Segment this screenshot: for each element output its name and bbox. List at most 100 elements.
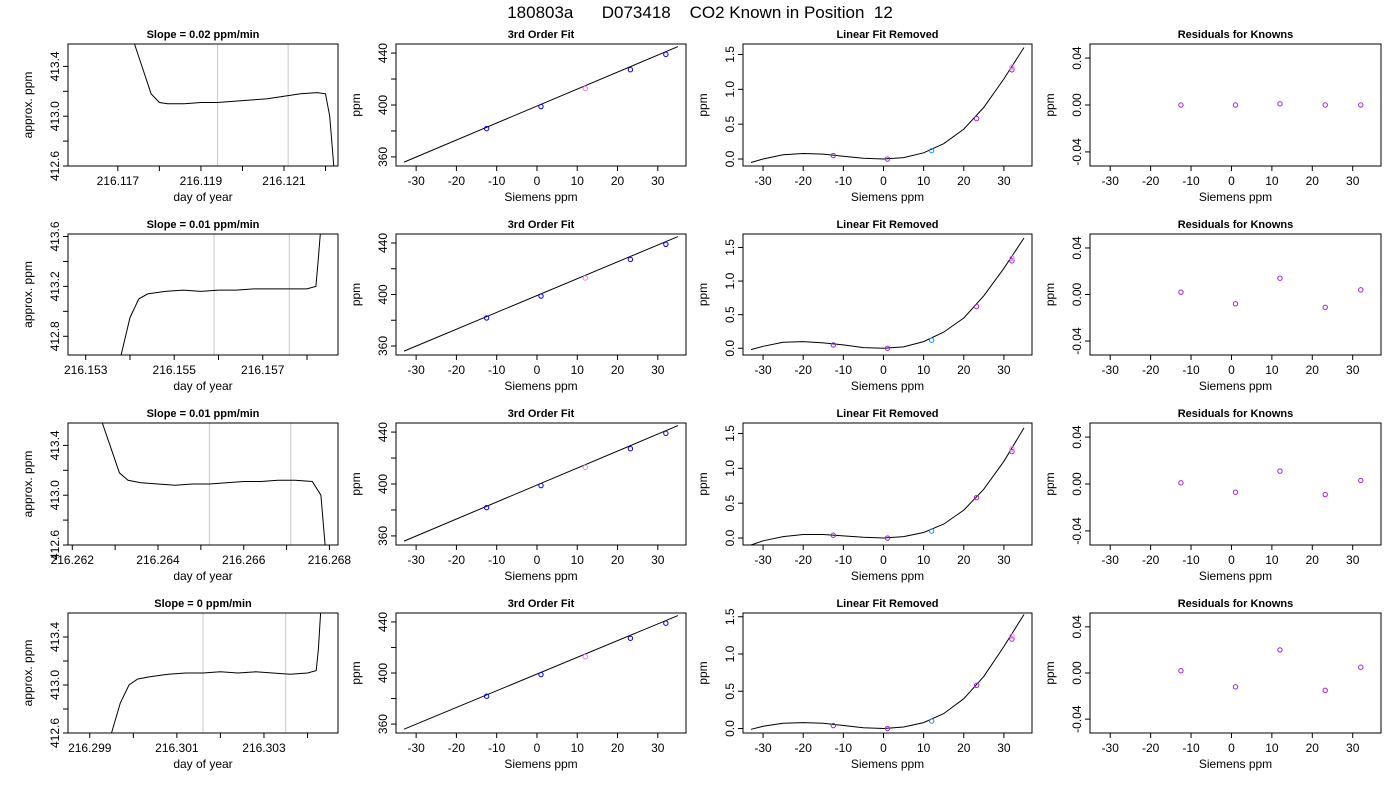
x-tick-label: 20 [1306, 174, 1320, 188]
x-tick-label: 10 [917, 363, 931, 377]
y-axis-label: approx. ppm [21, 261, 35, 328]
fit-curve [750, 427, 1025, 545]
data-point [1009, 64, 1015, 70]
x-tick-label: 0 [534, 363, 541, 377]
y-tick-label: 413.0 [48, 480, 62, 510]
data-point [582, 275, 589, 281]
y-tick-label: 1.0 [723, 460, 737, 477]
x-tick-label: -10 [835, 174, 853, 188]
data-point [1358, 102, 1364, 108]
x-tick-label: 20 [957, 553, 971, 567]
x-tick-label: 30 [651, 363, 665, 377]
data-point [1277, 101, 1283, 107]
y-tick-label: 0.0 [723, 150, 737, 167]
panel-title: 3rd Order Fit [508, 29, 575, 41]
x-tick-label: 216.117 [97, 174, 140, 188]
plot-area [101, 423, 326, 545]
series-line [101, 423, 326, 545]
fit-curve [750, 614, 1025, 730]
x-tick-label: -10 [1182, 174, 1200, 188]
x-axis-label: Siemens ppm [504, 757, 577, 771]
data-point [663, 51, 669, 58]
y-tick-label: 1.0 [723, 81, 737, 98]
panel-1-3: -30 -20 -10 0 10 20 30 0.0 0.5 1.0 1.5 Linear Fit R… [696, 29, 1033, 204]
data-point [928, 718, 935, 724]
x-tick-label: -20 [448, 741, 466, 755]
panel-title: 3rd Order Fit [508, 408, 575, 420]
data-point [627, 635, 634, 641]
y-tick-label: 412.6 [48, 151, 62, 181]
y-tick-label: 400 [376, 284, 390, 304]
x-tick-label: -30 [407, 363, 425, 377]
y-tick-label: 413.0 [48, 670, 62, 700]
x-tick-label: 0 [880, 553, 887, 567]
x-tick-label: 20 [957, 174, 971, 188]
y-tick-label: 1.0 [723, 272, 737, 289]
fit-curve [750, 47, 1025, 163]
plot-area [403, 425, 679, 542]
data-point [582, 464, 589, 471]
x-tick-label: 10 [1265, 741, 1279, 755]
x-tick-label: -30 [1102, 741, 1120, 755]
panel-3-4: -30 -20 -10 0 10 20 30 -0.04 0.00 0.04 Residuals f… [1043, 408, 1382, 583]
y-tick-label: -0.04 [1070, 138, 1084, 166]
y-tick-label: 0.04 [1070, 425, 1084, 449]
panel-title: Residuals for Knowns [1178, 598, 1294, 610]
x-tick-label: -10 [835, 741, 853, 755]
data-point [928, 337, 935, 343]
x-tick-label: -30 [1102, 174, 1120, 188]
x-axis-label: Siemens ppm [504, 569, 577, 583]
data-point [1232, 301, 1239, 307]
y-axis-label: ppm [1043, 472, 1057, 495]
data-point [1232, 489, 1239, 495]
plot-area [1178, 101, 1364, 108]
y-tick-label: 1.5 [723, 239, 737, 256]
x-tick-label: -20 [1142, 741, 1160, 755]
data-point [1277, 468, 1283, 474]
x-tick-label: 10 [917, 174, 931, 188]
x-tick-label: 30 [997, 553, 1011, 567]
plot-frame [67, 43, 339, 167]
x-tick-label: 30 [1346, 553, 1360, 567]
y-axis-label: ppm [1043, 661, 1057, 684]
panel-3-2: -30 -20 -10 0 10 20 30 360 400 440 3rd Order Fit Si… [349, 408, 687, 583]
data-point [1009, 255, 1015, 261]
data-point [1178, 480, 1184, 486]
panel-1-2: -30 -20 -10 0 10 20 30 360 400 440 3rd Order Fit Si… [349, 29, 687, 204]
x-tick-label: 10 [917, 553, 931, 567]
data-point [1178, 289, 1184, 295]
x-tick-label: -10 [488, 174, 506, 188]
data-point [1009, 636, 1015, 642]
y-tick-label: 400 [376, 663, 390, 683]
x-tick-label: 30 [651, 174, 665, 188]
x-tick-label: -20 [448, 553, 466, 567]
x-tick-label: 216.266 [222, 553, 266, 567]
x-tick-label: -10 [488, 553, 506, 567]
y-tick-label: 412.8 [48, 321, 62, 351]
panel-title: Linear Fit Removed [836, 408, 938, 420]
data-point [1322, 304, 1328, 310]
x-axis-label: Siemens ppm [851, 757, 924, 771]
data-point [1358, 664, 1364, 670]
fit-curve [750, 237, 1025, 351]
data-point [663, 241, 669, 247]
panel-title: Slope = 0.01 ppm/min [147, 408, 260, 420]
x-tick-label: 20 [1306, 363, 1320, 377]
y-tick-label: 1.0 [723, 645, 737, 662]
x-tick-label: 0 [1228, 553, 1235, 567]
y-tick-label: 0.04 [1070, 46, 1084, 70]
y-tick-label: -0.04 [1070, 517, 1084, 545]
data-point [1178, 667, 1184, 674]
plot-area [403, 46, 679, 163]
x-tick-label: 20 [611, 174, 625, 188]
x-tick-label: -20 [795, 741, 813, 755]
y-axis-label: ppm [1043, 93, 1057, 116]
x-tick-label: 216.157 [241, 363, 285, 377]
x-tick-label: 0 [880, 363, 887, 377]
plot-area [750, 47, 1025, 163]
y-axis-label: approx. ppm [21, 72, 35, 139]
x-axis-label: Siemens ppm [504, 379, 577, 393]
plot-area [403, 236, 679, 352]
y-tick-label: 440 [376, 43, 390, 63]
y-tick-label: 360 [376, 336, 390, 356]
